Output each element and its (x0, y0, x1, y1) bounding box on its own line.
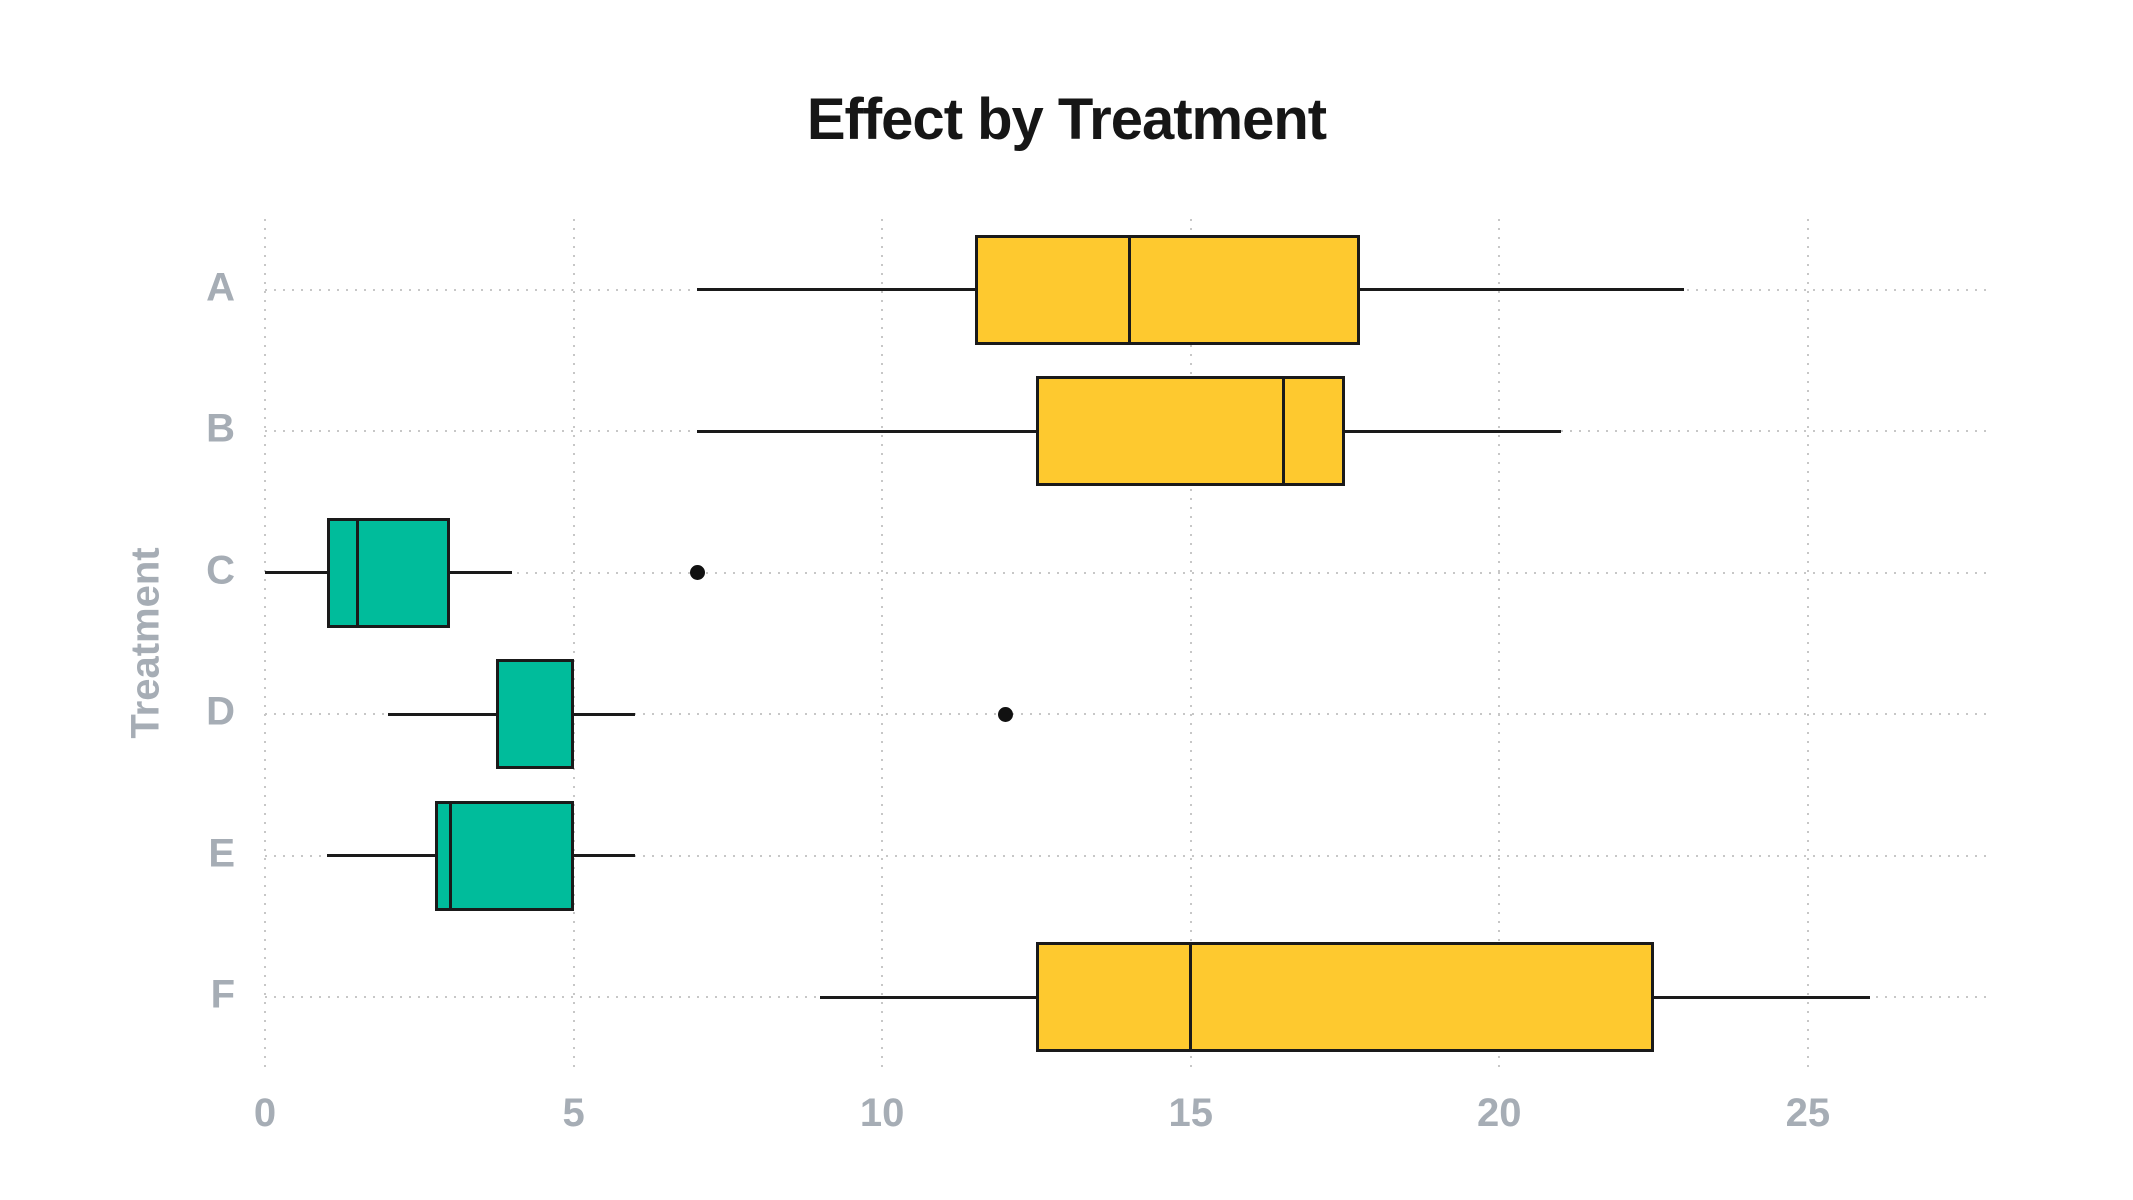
median-line (1281, 376, 1285, 487)
median-line (1189, 942, 1193, 1053)
x-tick-label: 25 (1785, 1091, 1831, 1135)
x-tick-label: 20 (1477, 1091, 1522, 1135)
outlier-point (998, 706, 1014, 722)
x-tick-label: 5 (562, 1091, 585, 1135)
whisker-low (697, 429, 1037, 433)
whisker-low (697, 288, 975, 292)
box-f (1036, 942, 1654, 1053)
x-gridline (1189, 219, 1192, 1068)
whisker-low (388, 712, 497, 716)
x-gridline (264, 219, 266, 1068)
x-gridline (572, 219, 575, 1068)
box-d (496, 659, 574, 770)
whisker-high (573, 854, 636, 858)
x-gridline (1498, 219, 1501, 1068)
whisker-high (450, 571, 512, 575)
x-gridline (881, 219, 884, 1068)
median-line (570, 659, 574, 770)
whisker-low (265, 571, 327, 575)
x-tick-label: 15 (1168, 1091, 1213, 1135)
y-gridline (265, 854, 1993, 857)
y-tick-label-e: E (208, 831, 235, 876)
x-tick-label: 10 (859, 1091, 905, 1135)
outlier-point (689, 565, 705, 581)
whisker-high (1653, 995, 1870, 999)
whisker-high (573, 712, 636, 716)
box-b (1036, 376, 1345, 487)
whisker-high (1345, 429, 1561, 433)
plot-area (264, 219, 1993, 1068)
whisker-high (1360, 288, 1685, 292)
x-gridline (1806, 219, 1809, 1068)
box-c (326, 517, 451, 628)
x-tick-label: 0 (253, 1091, 277, 1135)
median-line (448, 800, 452, 911)
y-tick-label-a: A (206, 265, 235, 310)
box-e (434, 800, 574, 911)
y-gridline (265, 571, 1993, 574)
whisker-low (820, 995, 1037, 999)
y-tick-label-d: D (206, 689, 235, 734)
median-line (356, 517, 360, 628)
chart-title: Effect by Treatment (806, 87, 1327, 152)
y-tick-label-f: F (210, 972, 235, 1017)
whisker-low (326, 854, 435, 858)
median-line (1127, 234, 1131, 345)
y-gridline (265, 713, 1993, 716)
y-tick-label-c: C (206, 548, 235, 593)
y-tick-label-b: B (206, 406, 235, 451)
box-a (974, 234, 1361, 345)
